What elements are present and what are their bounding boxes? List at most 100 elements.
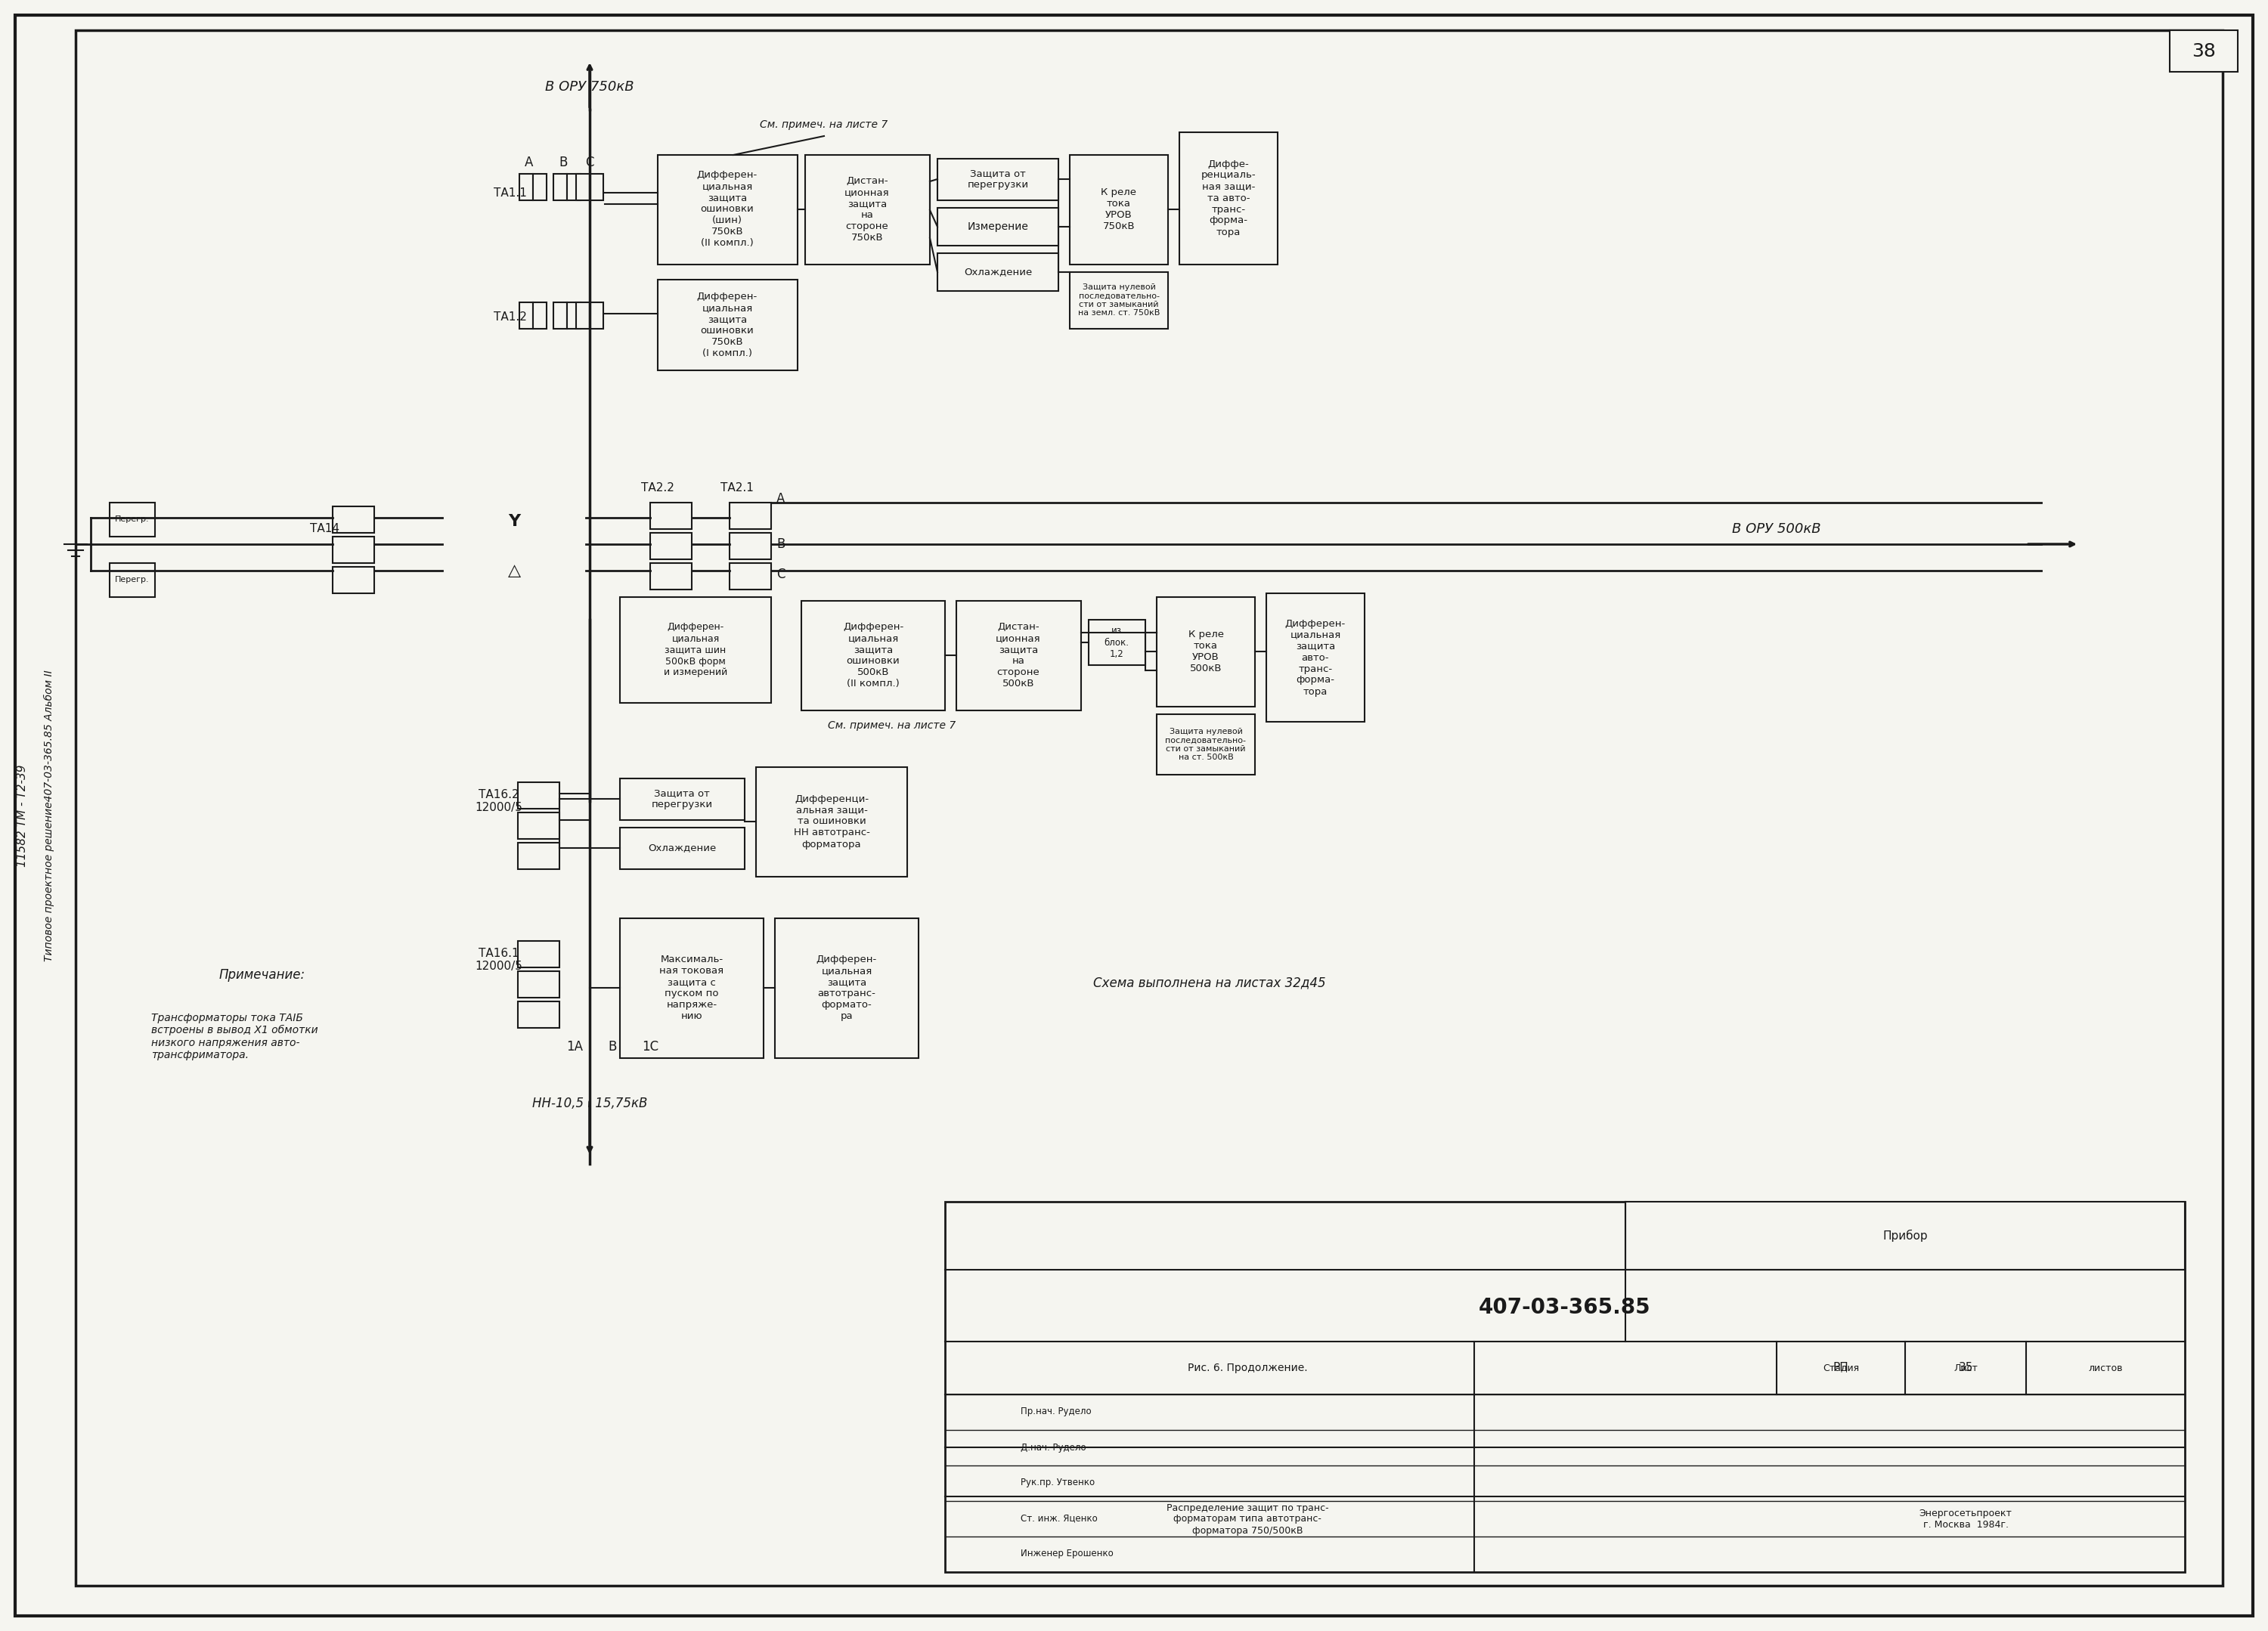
Bar	[590, 175, 603, 201]
Bar	[1157, 597, 1254, 706]
Text: Дифферен-
циальная
защита
автотранс-
формато-
ра: Дифферен- циальная защита автотранс- фор…	[816, 954, 878, 1021]
Bar	[553, 175, 567, 201]
Bar	[619, 778, 744, 820]
Text: А: А	[776, 493, 785, 506]
Bar	[576, 175, 590, 201]
Text: Ст. инж. Яценко: Ст. инж. Яценко	[1021, 1514, 1098, 1523]
Text: Защита нулевой
последовательно-
сти от замыканий
на земл. ст. 750кВ: Защита нулевой последовательно- сти от з…	[1077, 284, 1159, 316]
Bar	[109, 563, 154, 597]
Text: Д.нач. Рудело: Д.нач. Рудело	[1021, 1442, 1086, 1452]
Text: Охлаждение: Охлаждение	[964, 267, 1032, 277]
Text: 1С: 1С	[642, 1041, 658, 1054]
Bar	[1070, 272, 1168, 329]
Bar	[651, 563, 692, 589]
Bar	[1266, 594, 1365, 723]
Text: Стадия: Стадия	[1823, 1364, 1860, 1373]
Text: Защита от
перегрузки: Защита от перегрузки	[651, 788, 712, 809]
Bar	[567, 302, 581, 329]
Text: РП: РП	[1833, 1362, 1848, 1373]
Text: Прибор: Прибор	[1882, 1230, 1928, 1241]
Text: В: В	[558, 155, 567, 170]
Bar	[651, 502, 692, 528]
Text: ТА2.1: ТА2.1	[721, 481, 753, 493]
Bar	[805, 155, 930, 264]
Bar	[553, 302, 567, 329]
Text: В ОРУ 750кВ: В ОРУ 750кВ	[544, 80, 635, 93]
Text: листов: листов	[2089, 1364, 2123, 1373]
Bar	[1179, 132, 1277, 264]
Text: С: С	[776, 568, 785, 581]
Bar	[619, 918, 764, 1059]
Text: Охлаждение: Охлаждение	[649, 843, 717, 853]
Text: К реле
тока
УРОВ
750кВ: К реле тока УРОВ 750кВ	[1102, 188, 1136, 232]
Bar	[937, 158, 1059, 201]
Bar	[619, 597, 771, 703]
Bar	[1070, 155, 1168, 264]
Bar	[333, 506, 374, 533]
Bar	[517, 812, 560, 838]
Text: 11582 ТМ - Т2-39: 11582 ТМ - Т2-39	[16, 765, 29, 866]
Bar	[1626, 1202, 2184, 1269]
Text: Рук.пр. Утвенко: Рук.пр. Утвенко	[1021, 1478, 1095, 1487]
Text: Максималь-
ная токовая
защита с
пуском по
напряже-
нию: Максималь- ная токовая защита с пуском п…	[660, 954, 723, 1021]
Text: ТА2.2: ТА2.2	[642, 481, 674, 493]
Text: ТА16.1
12000/5: ТА16.1 12000/5	[476, 948, 522, 972]
Text: С: С	[585, 155, 594, 170]
Text: ТА1.1: ТА1.1	[494, 188, 526, 199]
Text: Энергосетьпроект
г. Москва  1984г.: Энергосетьпроект г. Москва 1984г.	[1919, 1509, 2012, 1530]
Bar	[109, 502, 154, 537]
Bar	[658, 279, 798, 370]
Text: Перегр.: Перегр.	[116, 515, 150, 524]
Text: Измерение: Измерение	[968, 222, 1027, 232]
Text: НН-10,5 i 15,75кВ: НН-10,5 i 15,75кВ	[533, 1096, 646, 1111]
Bar	[651, 533, 692, 559]
Text: Примечание:: Примечание:	[220, 969, 306, 982]
Text: Защита нулевой
последовательно-
сти от замыканий
на ст. 500кВ: Защита нулевой последовательно- сти от з…	[1166, 727, 1247, 762]
Text: 1А: 1А	[567, 1041, 583, 1054]
Text: Дистан-
ционная
защита
на
стороне
500кВ: Дистан- ционная защита на стороне 500кВ	[996, 621, 1041, 688]
Text: Дистан-
ционная
защита
на
стороне
750кВ: Дистан- ционная защита на стороне 750кВ	[844, 176, 889, 243]
Text: Дифференци-
альная защи-
та ошиновки
НН автотранс-
форматора: Дифференци- альная защи- та ошиновки НН …	[794, 794, 869, 850]
Text: В: В	[776, 537, 785, 551]
Text: 35: 35	[1957, 1362, 1973, 1373]
Text: Типовое проектное решение407-03-365.85 Альбом II: Типовое проектное решение407-03-365.85 А…	[43, 670, 54, 961]
Text: Пр.нач. Рудело: Пр.нач. Рудело	[1021, 1408, 1091, 1417]
Bar	[2170, 31, 2239, 72]
Bar	[937, 253, 1059, 290]
Text: См. примеч. на листе 7: См. примеч. на листе 7	[828, 721, 957, 731]
Text: Дифферен-
циальная
защита
авто-
транс-
форма-
тора: Дифферен- циальная защита авто- транс- ф…	[1286, 618, 1345, 696]
Bar	[519, 175, 533, 201]
Bar	[533, 175, 547, 201]
Text: В: В	[608, 1041, 617, 1054]
Text: А: А	[524, 155, 533, 170]
Text: ТА1.2: ТА1.2	[494, 312, 526, 323]
Text: из
блок.
1,2: из блок. 1,2	[1105, 626, 1129, 659]
Text: Перегр.: Перегр.	[116, 576, 150, 584]
Text: Диффе-
ренциаль-
ная защи-
та авто-
транс-
форма-
тора: Диффе- ренциаль- ная защи- та авто- тран…	[1202, 160, 1256, 236]
Bar	[730, 563, 771, 589]
Text: △: △	[508, 563, 522, 577]
Text: Защита от
перегрузки: Защита от перегрузки	[966, 168, 1030, 189]
Bar	[517, 1001, 560, 1028]
Text: Лист: Лист	[1953, 1364, 1978, 1373]
Text: ТА14: ТА14	[311, 524, 340, 535]
Bar	[730, 533, 771, 559]
Bar	[576, 302, 590, 329]
Bar	[776, 918, 919, 1059]
Bar	[801, 600, 946, 711]
Bar	[517, 783, 560, 809]
Bar	[333, 568, 374, 594]
Bar	[567, 175, 581, 201]
Text: Трансформаторы тока ТАІБ
встроены в вывод X1 обмотки
низкого напряжения авто-
тр: Трансформаторы тока ТАІБ встроены в выво…	[152, 1013, 318, 1060]
Text: См. примеч. на листе 7: См. примеч. на листе 7	[760, 119, 889, 130]
Bar	[333, 537, 374, 563]
Text: 407-03-365.85: 407-03-365.85	[1479, 1297, 1651, 1318]
Bar	[619, 827, 744, 869]
Bar	[590, 302, 603, 329]
Text: 38: 38	[2191, 42, 2216, 60]
Bar	[937, 207, 1059, 246]
Bar	[1157, 714, 1254, 775]
Text: Рис. 6. Продолжение.: Рис. 6. Продолжение.	[1188, 1362, 1306, 1373]
Text: Дифферен-
циальная
защита
ошиновки
500кВ
(II компл.): Дифферен- циальная защита ошиновки 500кВ…	[844, 621, 903, 688]
Bar	[957, 600, 1082, 711]
